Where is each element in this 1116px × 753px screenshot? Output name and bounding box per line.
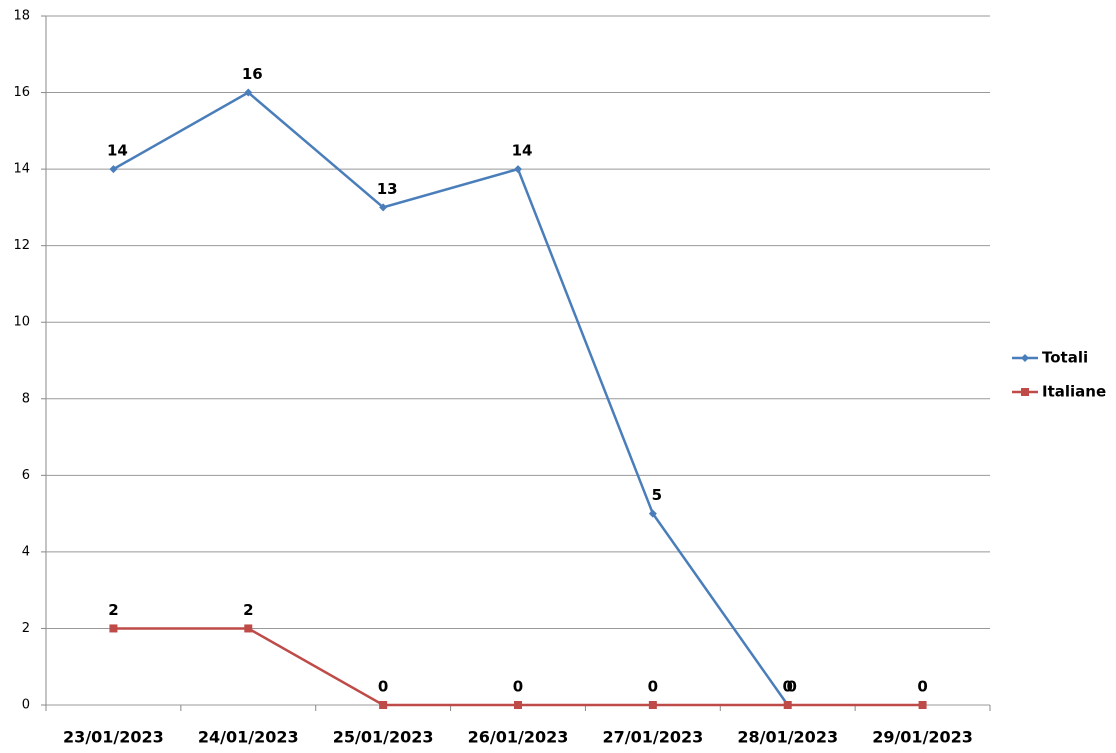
data-label: 0 (786, 678, 796, 696)
y-tick-label: 8 (22, 391, 30, 406)
data-label: 5 (652, 486, 662, 504)
data-label: 0 (917, 678, 927, 696)
y-tick-label: 4 (22, 544, 30, 559)
x-tick-label: 28/01/2023 (737, 728, 838, 747)
x-tick-label: 25/01/2023 (333, 728, 434, 747)
data-label: 0 (782, 678, 792, 696)
x-tick-label: 23/01/2023 (63, 728, 164, 747)
legend-label: Italiane (1042, 383, 1106, 401)
data-label: 0 (513, 678, 523, 696)
x-tick-label: 29/01/2023 (872, 728, 973, 747)
y-tick-label: 14 (13, 162, 30, 177)
x-tick-label: 26/01/2023 (468, 728, 569, 747)
data-label: 2 (243, 601, 253, 619)
x-tick-label: 24/01/2023 (198, 728, 299, 747)
marker (109, 624, 118, 633)
marker (514, 701, 522, 709)
marker (648, 509, 657, 518)
data-label: 0 (648, 678, 658, 696)
marker (918, 701, 927, 709)
marker (783, 701, 792, 709)
marker (244, 624, 253, 633)
data-label: 13 (377, 180, 398, 198)
y-tick-label: 18 (13, 9, 30, 24)
data-label: 0 (378, 678, 388, 696)
series-line (112, 91, 789, 706)
marker (1021, 388, 1029, 396)
y-tick-label: 16 (13, 85, 30, 100)
data-label: 2 (108, 601, 118, 619)
marker (379, 701, 388, 709)
marker (514, 165, 522, 174)
data-label: 14 (107, 142, 128, 160)
data-label: 14 (512, 142, 533, 160)
y-tick-label: 0 (22, 698, 30, 713)
y-tick-label: 2 (22, 621, 30, 636)
x-tick-label: 27/01/2023 (602, 728, 703, 747)
data-label: 16 (242, 65, 263, 83)
y-tick-label: 10 (13, 315, 30, 330)
marker (1021, 354, 1029, 362)
y-tick-label: 12 (13, 238, 30, 253)
marker (648, 701, 657, 709)
marker (109, 165, 118, 174)
legend-label: Totali (1042, 349, 1088, 367)
marker (244, 88, 253, 97)
marker (379, 203, 388, 212)
y-tick-label: 6 (22, 468, 30, 483)
